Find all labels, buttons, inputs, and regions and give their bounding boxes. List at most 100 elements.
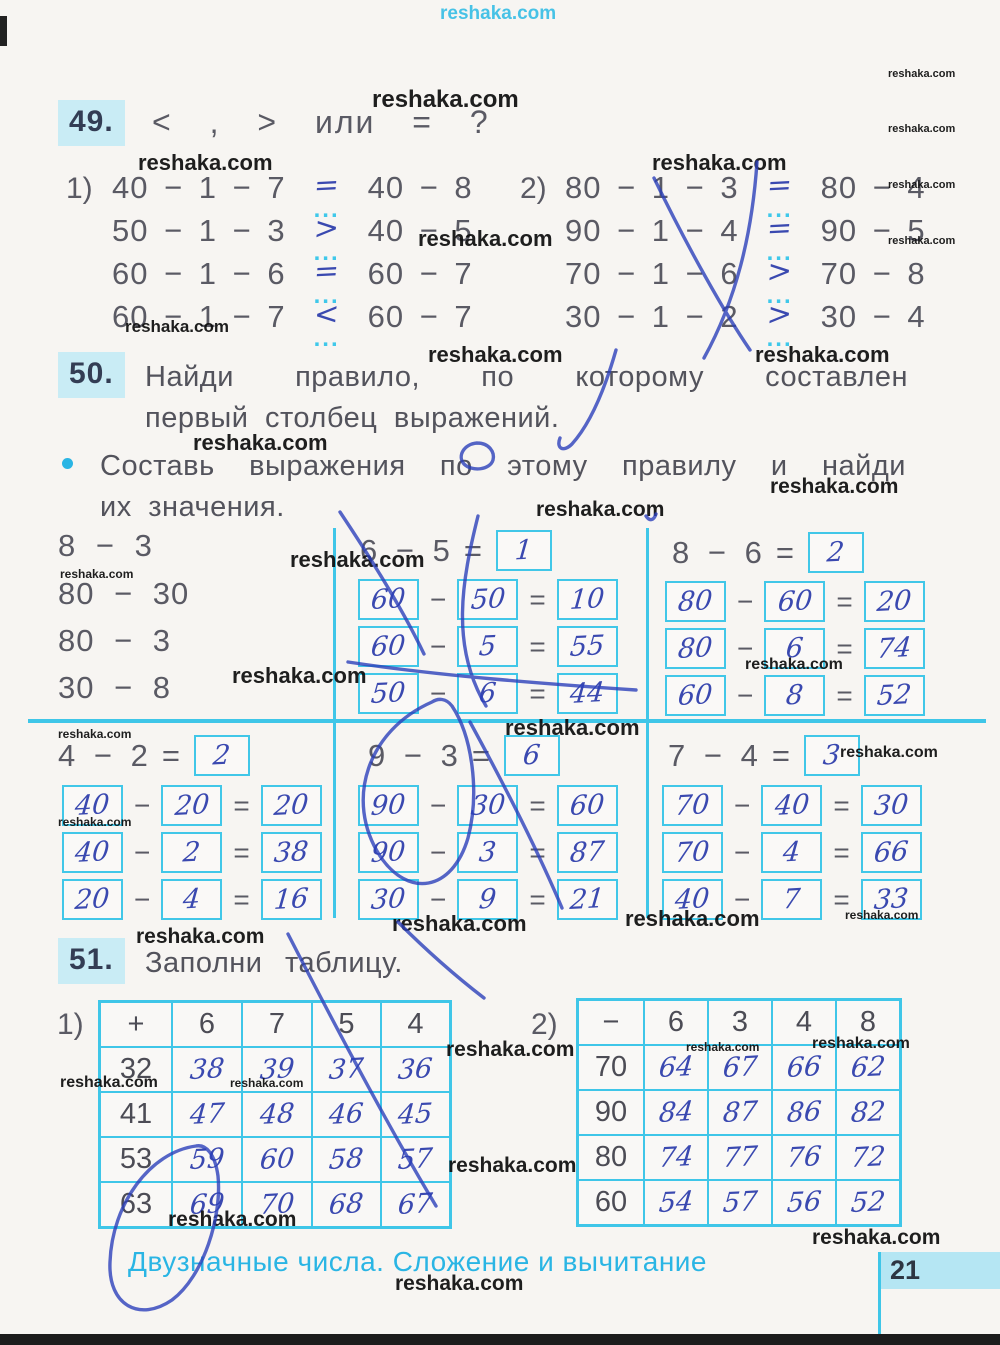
table-row-head: 63 [100, 1182, 172, 1227]
handwritten-answer: 60 [568, 789, 606, 822]
answer-box: 74 [863, 628, 925, 669]
handwritten-answer: 5 [477, 630, 498, 663]
watermark: reshaka.com [60, 567, 134, 581]
scan-edge-mark [0, 16, 7, 46]
table-row-head: 90 [578, 1090, 644, 1135]
watermark: reshaka.com [686, 1040, 760, 1054]
handwritten-answer: 47 [188, 1098, 226, 1131]
expression-row: 90 − 30 = 60 [358, 785, 618, 826]
handwritten-answer: 2 [181, 836, 202, 869]
expression-right: 30 − 4 [820, 299, 926, 334]
expression-left: 90 − 1 − 4 [565, 213, 739, 248]
answer-box: 40 [662, 879, 723, 920]
answer-box: 40 [62, 785, 123, 826]
expression-row: 80 − 6 = 74 [665, 628, 925, 669]
handwritten-answer: 87 [721, 1096, 759, 1129]
watermark: reshaka.com [840, 744, 938, 761]
watermark: reshaka.com [845, 908, 919, 922]
answer-box: 21 [556, 879, 618, 920]
table-cell: 62 [836, 1045, 900, 1090]
table2-label: 2) [531, 1008, 558, 1041]
example-expression: 80 − 3 [58, 623, 172, 658]
watermark: reshaka.com [392, 911, 527, 936]
task49-group2-label: 2) [520, 172, 547, 205]
handwritten-answer: 68 [327, 1188, 366, 1221]
answer-box: 70 [662, 832, 723, 873]
expression-right: 60 − 7 [367, 299, 473, 334]
handwritten-answer: 52 [849, 1186, 887, 1219]
watermark: reshaka.com [58, 727, 132, 741]
table-cell: 59 [172, 1137, 242, 1182]
equals-sign: = [775, 534, 795, 570]
table-cell: 66 [772, 1045, 836, 1090]
watermark: reshaka.com [136, 925, 265, 948]
expression-row: 70 − 4 = 66 [662, 832, 922, 873]
answer-box: 7 [761, 879, 823, 920]
task49-group1-label: 1) [66, 172, 93, 205]
answer-box: 10 [556, 579, 618, 620]
equals-sign: = [529, 630, 546, 662]
handwritten-sign: > [765, 296, 794, 333]
expression-left: 40 − 1 − 7 [112, 170, 286, 205]
answer-box: 3 [803, 735, 860, 776]
equals-sign: = [836, 679, 853, 711]
handwritten-answer: 4 [781, 836, 802, 869]
example-expression: 80 − 30 [58, 576, 190, 611]
table-row-head: 70 [578, 1045, 644, 1090]
comparison-row: 60 − 1 − 7 <... 60 − 7 [112, 296, 473, 350]
task-number-badge-49: 49. [58, 100, 125, 146]
table-cell: 46 [312, 1092, 381, 1137]
watermark: reshaka.com [888, 68, 956, 80]
answer-box: 90 [358, 785, 419, 826]
answer-box: 40 [761, 785, 823, 826]
task-number-badge-50: 50. [58, 352, 125, 398]
answer-box: 55 [556, 626, 618, 667]
handwritten-answer: 60 [369, 630, 408, 663]
answer-box: 52 [863, 675, 925, 716]
handwritten-sign: > [765, 253, 794, 290]
table-cell: 76 [772, 1135, 836, 1180]
answer-box: 2 [193, 735, 250, 776]
table-cell: 48 [242, 1092, 312, 1137]
expression-left: 50 − 1 − 3 [112, 213, 286, 248]
minus-sign: − [134, 789, 151, 821]
answer-box: 60 [556, 785, 618, 826]
handwritten-answer: 2 [211, 739, 232, 772]
equals-sign: = [833, 789, 850, 821]
handwritten-answer: 82 [849, 1096, 887, 1129]
table-header-cell: 6 [644, 1000, 708, 1045]
answer-box: 60 [764, 581, 826, 622]
minus-sign: − [430, 789, 447, 821]
watermark: reshaka.com [372, 86, 519, 113]
table-row-head: 53 [100, 1137, 172, 1182]
answer-box: 30 [860, 785, 922, 826]
watermark: reshaka.com [446, 1038, 575, 1061]
equals-sign: = [529, 677, 546, 709]
watermark: reshaka.com [193, 430, 328, 455]
answer-box: 20 [260, 785, 322, 826]
watermark: reshaka.com [125, 317, 229, 336]
expression-row: 40 − 7 = 33 [662, 879, 922, 920]
page-margin-line [878, 1252, 881, 1345]
task50-bullet-line: Составь выражения по этому правилу и най… [100, 450, 906, 482]
scan-bottom-edge [0, 1334, 1000, 1345]
comparison-row: 50 − 1 − 3 >... 40 − 5 [112, 210, 473, 264]
head-expression: 4 − 2 [58, 737, 149, 773]
equals-sign: = [529, 883, 546, 915]
answer-box: 60 [665, 675, 726, 716]
handwritten-answer: 6 [477, 677, 498, 710]
expression-head: 8 − 6 = 2 [672, 532, 864, 573]
handwritten-answer: 90 [369, 789, 408, 822]
answer-box: 6 [457, 673, 519, 714]
table-cell: 37 [312, 1047, 381, 1092]
expression-left: 60 − 1 − 6 [112, 256, 286, 291]
answer-box: 16 [260, 879, 322, 920]
page-number-box: 21 [878, 1252, 1000, 1289]
handwritten-answer: 40 [73, 836, 112, 869]
watermark: reshaka.com [770, 475, 899, 498]
handwritten-answer: 38 [188, 1053, 226, 1086]
handwritten-answer: 30 [469, 789, 507, 822]
table-cell: 57 [708, 1180, 772, 1225]
table-cell: 64 [644, 1045, 708, 1090]
watermark: reshaka.com [60, 1074, 158, 1091]
